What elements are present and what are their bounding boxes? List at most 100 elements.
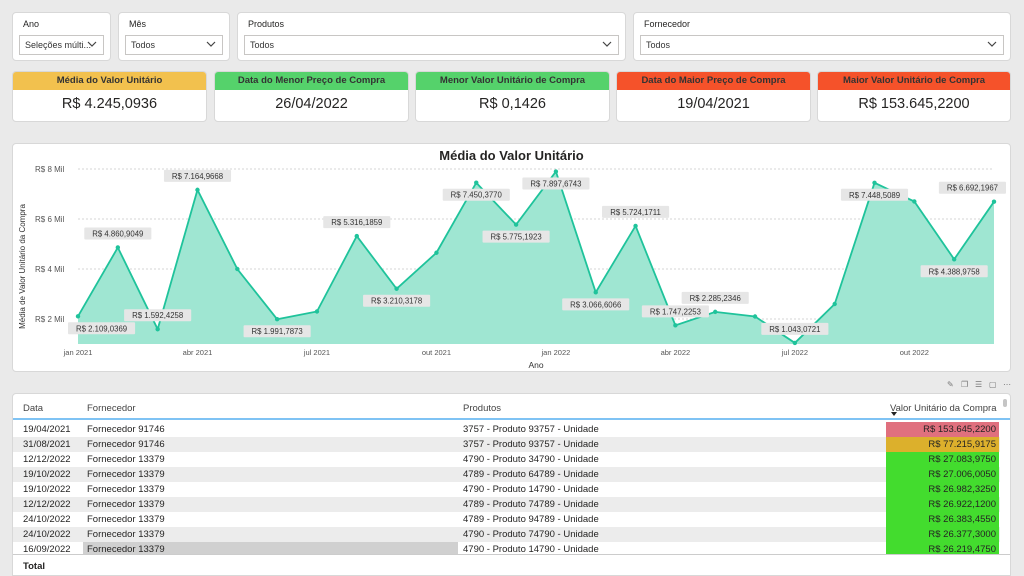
data-label: R$ 7.448,5089 [849,191,900,200]
cell-fornecedor: Fornecedor 13379 [87,544,165,555]
kpi-card-data-menor-value: 26/04/2022 [275,96,348,112]
data-label: R$ 2.109,0369 [76,324,127,333]
cell-fornecedor: Fornecedor 13379 [87,499,165,510]
table-row[interactable]: 24/10/2022 Fornecedor 13379 4790 - Produto… [13,527,1000,542]
table-row[interactable]: 24/10/2022 Fornecedor 13379 4789 - Produto… [13,512,1000,527]
kpi-card-media-value: R$ 4.245,0936 [61,96,158,112]
x-tick-label: out 2021 [422,348,451,357]
data-point [553,169,559,174]
table-row[interactable]: 31/08/2021 Fornecedor 91746 3757 - Produto… [13,437,1000,452]
slicer-fornecedor-value: Todos [646,40,671,50]
cell-valor-text: R$ 77.215,9175 [928,439,996,450]
kpi-card-menor-valor: Menor Valor Unitário de Compra R$ 0,1426 [415,71,610,122]
data-point [115,245,121,250]
data-table: Data Fornecedor Produtos Valor Unitário … [12,393,1011,576]
column-header-produtos[interactable]: Produtos [463,403,502,414]
cell-data: 31/08/2021 [23,439,71,450]
data-label-bg [681,291,749,304]
table-row[interactable]: 16/09/2022 Fornecedor 13379 4790 - Produto… [13,542,1000,557]
kpi-card-maior-valor: Maior Valor Unitário de Compra R$ 153.64… [817,71,1011,122]
slicer-mes: Mês Todos [118,12,230,61]
data-point [394,286,399,291]
data-label-bg [323,216,391,229]
cell-valor: R$ 27.006,0050 [886,467,999,482]
data-label: R$ 3.210,3178 [371,297,422,306]
data-label-bg [938,181,1006,194]
data-point [314,309,320,314]
chevron-down-icon [87,41,97,47]
slicer-ano-dropdown[interactable]: Seleções múlti... [19,35,104,55]
slicer-mes-dropdown[interactable]: Todos [125,35,223,55]
x-tick-label: jan 2022 [541,348,571,357]
data-label: R$ 7.450,3770 [451,191,503,200]
pin-icon[interactable]: ✎ [947,380,954,389]
cell-fornecedor: Fornecedor 91746 [87,439,165,450]
data-label-bg [363,294,431,307]
data-point [513,222,519,227]
kpi-card-menor-valor-value: R$ 0,1426 [479,96,546,112]
data-label: R$ 5.316,1859 [331,218,382,227]
data-point [593,290,598,295]
scrollbar-thumb[interactable] [1003,399,1007,407]
cell-data: 24/10/2022 [23,514,71,525]
cell-fornecedor: Fornecedor 91746 [87,424,165,435]
table-row[interactable]: 19/04/2021 Fornecedor 91746 3757 - Produto… [13,422,1000,437]
table-row[interactable]: 12/12/2022 Fornecedor 13379 4790 - Produto… [13,452,1000,467]
chevron-down-icon [206,41,216,47]
sort-descending-icon [891,412,897,416]
cell-valor: R$ 27.083,9750 [886,452,999,467]
cell-valor-text: R$ 26.982,3250 [928,484,996,495]
data-label: R$ 1.043,0721 [769,325,820,334]
x-tick-label: jul 2022 [781,348,808,357]
data-label-bg [562,298,630,311]
cell-valor: R$ 153.645,2200 [886,422,999,437]
data-point [235,266,240,272]
filter-icon[interactable]: ☰ [975,380,983,389]
data-point [951,257,957,262]
table-row[interactable]: 19/10/2022 Fornecedor 13379 4789 - Produto… [13,467,1000,482]
data-label: R$ 5.724,1711 [610,208,661,217]
data-label: R$ 2.285,2346 [690,294,741,303]
x-axis-title: Ano [528,360,543,370]
data-point [792,340,798,346]
slicer-ano-title: Ano [23,19,40,29]
table-row[interactable]: 19/10/2022 Fornecedor 13379 4790 - Produto… [13,482,1000,497]
area-fill [78,171,994,344]
slicer-ano: Ano Seleções múlti... [12,12,111,61]
slicer-produtos-dropdown[interactable]: Todos [244,35,619,55]
column-header-valor[interactable]: Valor Unitário da Compra [890,403,997,414]
kpi-card-media-title: Média do Valor Unitário [13,72,206,90]
data-label-bg [602,205,670,218]
cell-fornecedor: Fornecedor 13379 [87,529,165,540]
cell-fornecedor: Fornecedor 13379 [87,514,165,525]
data-label: R$ 7.164,9668 [172,172,223,181]
data-point [832,301,837,307]
copy-icon[interactable]: ❐ [961,380,969,389]
data-label-bg [84,227,152,240]
column-header-data[interactable]: Data [23,403,44,414]
cell-valor: R$ 26.377,3000 [886,527,999,542]
cell-valor-text: R$ 26.377,3000 [928,529,996,540]
cell-produto: 4789 - Produto 64789 - Unidade [463,469,599,480]
cell-valor: R$ 26.982,3250 [886,482,999,497]
table-row[interactable]: 12/12/2022 Fornecedor 13379 4789 - Produto… [13,497,1000,512]
cell-data: 19/10/2022 [23,484,71,495]
slicer-fornecedor: Fornecedor Todos [633,12,1011,61]
data-label: R$ 4.388,9758 [929,267,980,276]
data-label-bg [68,322,136,335]
more-options-icon[interactable]: ⋯ [1003,380,1011,389]
data-point [274,317,280,322]
cell-fornecedor: Fornecedor 13379 [87,484,165,495]
focus-mode-icon[interactable]: ▢ [989,380,997,389]
cell-produto: 3757 - Produto 93757 - Unidade [463,439,599,450]
cell-produto: 3757 - Produto 93757 - Unidade [463,424,599,435]
column-header-fornecedor[interactable]: Fornecedor [87,403,136,414]
data-point [434,250,439,255]
slicer-fornecedor-dropdown[interactable]: Todos [640,35,1004,55]
cell-valor: R$ 26.922,1200 [886,497,999,512]
cell-valor-text: R$ 27.006,0050 [928,469,996,480]
data-point [991,199,997,204]
cell-produto: 4790 - Produto 14790 - Unidade [463,484,599,495]
area-chart[interactable]: R$ 2 Mil R$ 4 Mil R$ 6 Mil R$ 8 Mil jan 2021… [13,144,1012,373]
cell-data: 12/12/2022 [23,454,71,465]
